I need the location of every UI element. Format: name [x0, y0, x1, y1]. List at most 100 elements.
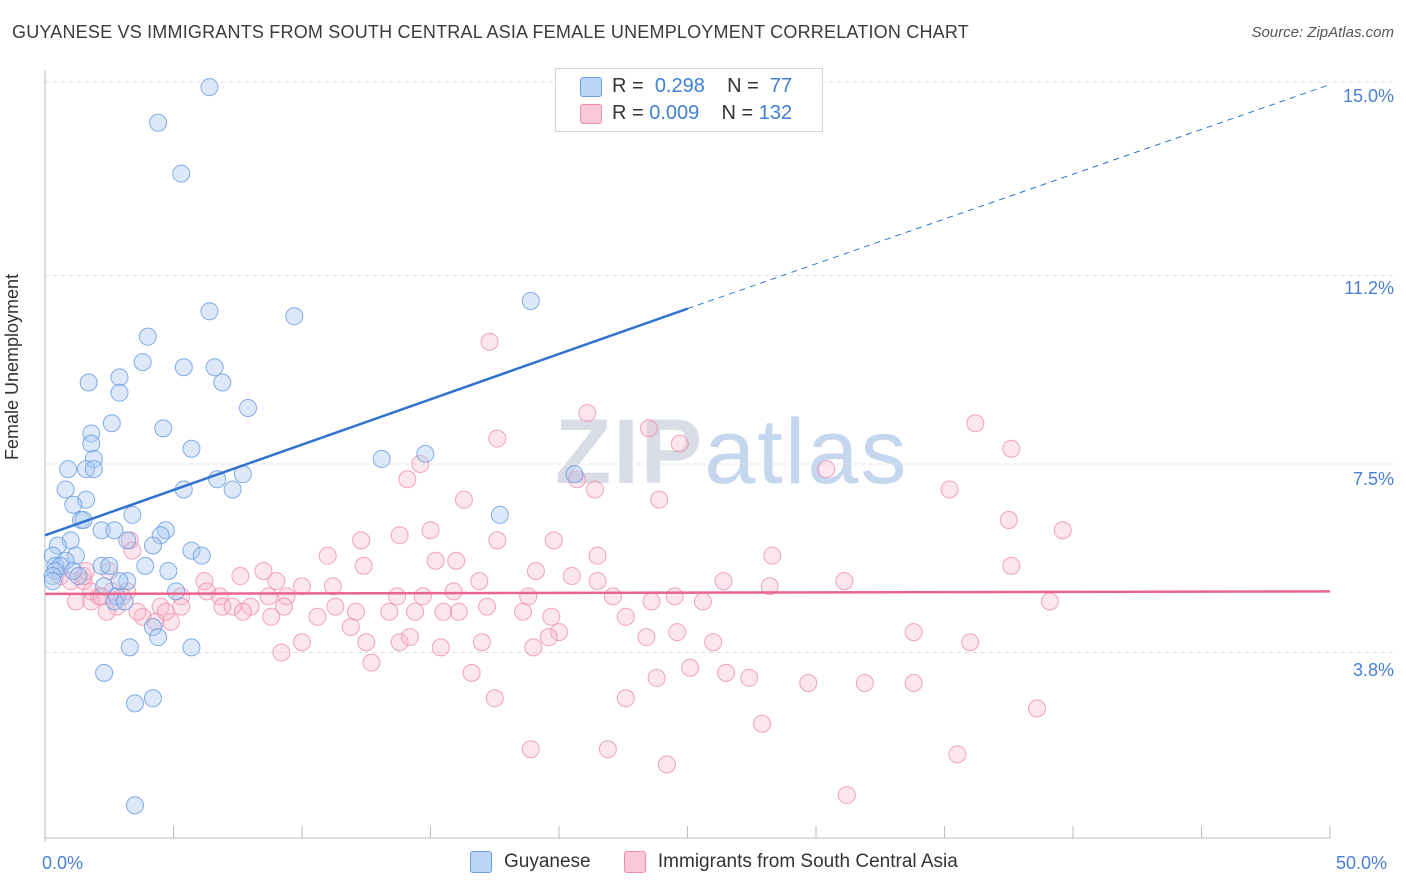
data-point-immigrants	[542, 607, 561, 626]
data-point-guyanese	[120, 638, 139, 657]
data-point-immigrants	[961, 633, 980, 652]
legend-n-label: N =	[727, 75, 759, 97]
legend-r-value: 0.298	[654, 75, 705, 97]
data-point-immigrants	[400, 628, 419, 647]
data-point-guyanese	[105, 521, 124, 540]
data-point-immigrants	[616, 607, 635, 626]
legend-n-value: 77	[769, 75, 793, 97]
legend-row-guyanese: R = 0.298 N = 77	[580, 73, 792, 99]
data-point-guyanese	[138, 327, 157, 346]
data-point-immigrants	[449, 602, 468, 621]
data-point-guyanese	[92, 521, 111, 540]
data-point-immigrants	[1040, 592, 1059, 611]
data-point-guyanese	[143, 689, 162, 708]
data-point-guyanese	[92, 556, 111, 575]
data-point-immigrants	[210, 587, 229, 606]
data-point-guyanese	[521, 292, 540, 311]
data-point-guyanese	[110, 368, 129, 387]
data-point-immigrants	[293, 633, 311, 652]
y-tick-label: 3.8%	[1352, 660, 1394, 680]
data-point-immigrants	[940, 480, 959, 499]
data-point-guyanese	[43, 572, 62, 591]
data-point-guyanese	[159, 561, 178, 580]
data-point-immigrants	[904, 623, 923, 642]
data-point-guyanese	[149, 113, 168, 132]
data-point-immigrants	[388, 587, 407, 606]
data-point-guyanese	[115, 592, 134, 611]
data-point-immigrants	[447, 551, 466, 570]
data-point-guyanese	[95, 663, 114, 682]
data-point-immigrants	[462, 663, 481, 682]
data-point-immigrants	[231, 567, 250, 586]
data-point-immigrants	[578, 404, 597, 423]
data-point-immigrants	[406, 602, 425, 621]
data-point-guyanese	[239, 398, 258, 417]
data-point-immigrants	[855, 674, 874, 693]
data-point-immigrants	[616, 689, 635, 708]
data-point-guyanese	[143, 617, 162, 636]
data-point-guyanese	[110, 383, 129, 402]
data-point-immigrants	[668, 623, 687, 642]
data-point-immigrants	[254, 561, 273, 580]
trend-lines	[44, 84, 1331, 596]
data-point-immigrants	[362, 653, 381, 672]
data-point-immigrants	[267, 572, 286, 591]
data-point-immigrants	[223, 597, 242, 616]
data-point-immigrants	[817, 460, 836, 479]
legend-n-value: 132	[758, 102, 793, 124]
data-point-guyanese	[213, 373, 232, 392]
data-point-guyanese	[565, 465, 584, 484]
data-point-immigrants	[948, 745, 967, 764]
data-point-guyanese	[182, 638, 201, 657]
y-tick-label: 11.2%	[1344, 278, 1394, 298]
source-label: Source: ZipAtlas.com	[1251, 24, 1394, 41]
pink-swatch-icon	[623, 851, 646, 873]
data-point-immigrants	[760, 577, 779, 596]
data-point-immigrants	[352, 531, 371, 550]
data-point-immigrants	[753, 714, 772, 733]
data-point-immigrants	[670, 434, 689, 453]
data-point-immigrants	[390, 633, 409, 652]
data-point-immigrants	[161, 612, 180, 631]
watermark-atlas: atlas	[704, 401, 909, 503]
data-point-guyanese	[77, 460, 96, 479]
data-point-immigrants	[380, 602, 399, 621]
data-point-immigrants	[524, 638, 543, 657]
data-point-immigrants	[293, 577, 311, 596]
data-point-immigrants	[521, 740, 540, 759]
data-point-immigrants	[488, 429, 507, 448]
data-point-immigrants	[681, 658, 700, 677]
data-point-immigrants	[259, 587, 278, 606]
trend-line-immigrants	[44, 590, 1331, 596]
data-point-immigrants	[588, 546, 607, 565]
data-point-immigrants	[966, 414, 985, 433]
data-point-immigrants	[262, 607, 281, 626]
data-point-immigrants	[357, 633, 376, 652]
data-point-immigrants	[665, 587, 684, 606]
bottom-legend: Guyanese Immigrants from South Central A…	[470, 851, 986, 873]
data-point-guyanese	[46, 556, 65, 575]
data-point-guyanese	[100, 556, 119, 575]
data-point-immigrants	[66, 592, 85, 611]
data-point-immigrants	[341, 617, 360, 636]
data-point-immigrants	[346, 602, 365, 621]
data-point-guyanese	[118, 531, 137, 550]
data-point-guyanese	[200, 302, 219, 321]
data-point-immigrants	[488, 531, 507, 550]
data-point-immigrants	[717, 663, 736, 682]
data-point-immigrants	[539, 628, 558, 647]
data-point-immigrants	[588, 572, 607, 591]
data-point-guyanese	[84, 460, 103, 479]
data-point-guyanese	[490, 505, 509, 524]
data-point-immigrants	[318, 546, 337, 565]
data-point-immigrants	[233, 602, 252, 621]
data-point-immigrants	[693, 592, 712, 611]
legend-n-label: N =	[721, 102, 754, 124]
data-point-immigrants	[1053, 521, 1072, 540]
y-tick-label: 7.5%	[1352, 469, 1394, 489]
data-point-guyanese	[102, 414, 121, 433]
data-point-immigrants	[585, 480, 604, 499]
data-point-guyanese	[110, 572, 129, 591]
data-point-immigrants	[763, 546, 782, 565]
data-point-immigrants	[434, 602, 453, 621]
